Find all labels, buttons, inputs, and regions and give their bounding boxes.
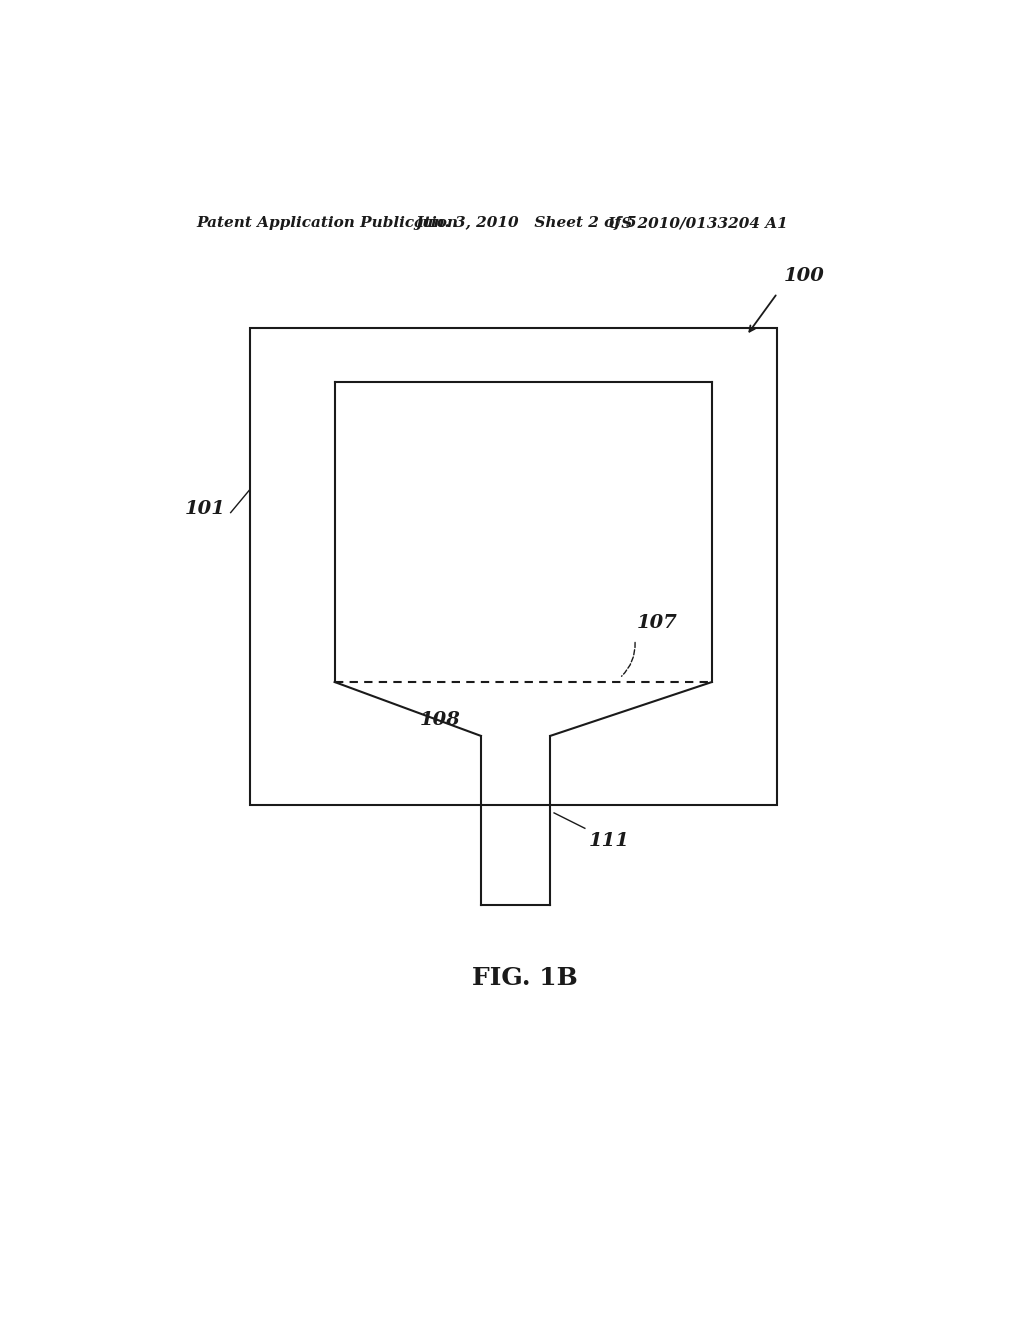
Text: 101: 101: [184, 500, 225, 517]
Text: 100: 100: [783, 268, 824, 285]
Text: 111: 111: [589, 832, 630, 850]
Text: US 2010/0133204 A1: US 2010/0133204 A1: [608, 216, 787, 230]
Text: Patent Application Publication: Patent Application Publication: [196, 216, 458, 230]
Text: 108: 108: [419, 711, 460, 729]
Text: FIG. 1B: FIG. 1B: [472, 966, 578, 990]
Bar: [250, 327, 777, 805]
Text: 107: 107: [637, 614, 678, 632]
Text: Jun. 3, 2010   Sheet 2 of 5: Jun. 3, 2010 Sheet 2 of 5: [416, 216, 637, 230]
